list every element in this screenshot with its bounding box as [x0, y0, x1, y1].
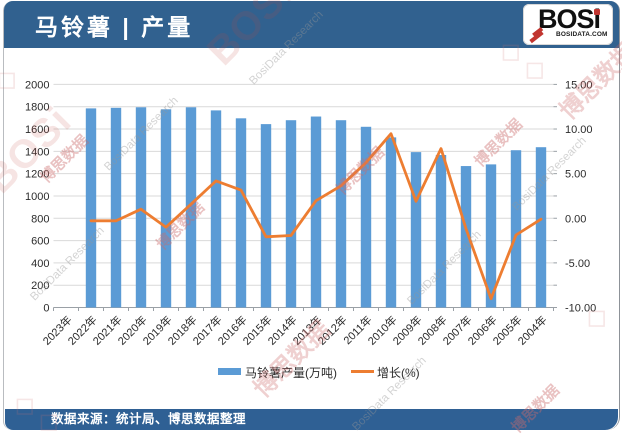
bar-2022年: [85, 108, 97, 308]
left-axis-tick-label: 1600: [25, 124, 49, 136]
bar-2007年: [460, 166, 472, 308]
left-axis-tick-label: 0: [43, 303, 49, 315]
left-axis-tick-label: 1800: [25, 102, 49, 114]
right-axis-tick-label: 5.00: [565, 169, 586, 181]
bar-2013年: [310, 116, 322, 308]
page-title: 马铃薯 | 产量: [35, 14, 194, 40]
bar-2011年: [360, 126, 372, 308]
bar-2020年: [135, 107, 147, 308]
right-axis-tick-label: -10.00: [565, 303, 596, 315]
bar-2009年: [410, 152, 422, 308]
logo-text: BOSi: [538, 4, 601, 34]
data-source-text: 数据来源：统计局、博思数据整理: [51, 412, 247, 426]
right-axis-tick-label: 15.00: [565, 79, 593, 91]
bar-2019年: [160, 109, 172, 308]
bar-2005年: [510, 150, 522, 308]
left-axis-tick-label: 600: [31, 236, 49, 248]
left-axis-tick-label: 800: [31, 213, 49, 225]
right-axis-tick-label: 10.00: [565, 124, 593, 136]
bar-2017年: [210, 110, 222, 308]
left-axis-tick-label: 2000: [25, 79, 49, 91]
right-axis-tick-label: -5.00: [565, 258, 590, 270]
bar-2012年: [335, 120, 347, 308]
logo-i-dot-icon: [594, 9, 600, 15]
bosi-logo: BOSi BOSIDATA.COM: [523, 4, 613, 45]
footer-bar: 数据来源：统计局、博思数据整理: [5, 409, 618, 430]
bar-2021年: [110, 107, 122, 308]
bar-2008年: [435, 155, 447, 308]
left-axis-tick-label: 1400: [25, 146, 49, 158]
bar-2006年: [485, 164, 497, 308]
left-axis-tick-label: 1000: [25, 191, 49, 203]
left-axis-tick-label: 400: [31, 258, 49, 270]
left-axis-tick-label: 1200: [25, 169, 49, 181]
bar-2016年: [235, 118, 247, 308]
growth-line: [89, 132, 543, 301]
bar-2014年: [285, 120, 297, 308]
left-axis-tick-label: 200: [31, 280, 49, 292]
header-bar: 马铃薯 | 产量 BOSi BOSIDATA.COM: [4, 1, 619, 48]
logo-domain: BOSIDATA.COM: [556, 30, 608, 38]
bar-2015年: [260, 124, 272, 308]
right-axis-tick-label: 0.00: [565, 213, 586, 225]
bar-2010年: [385, 137, 397, 308]
bar-2018年: [185, 107, 197, 308]
bar-2004年: [535, 147, 547, 308]
